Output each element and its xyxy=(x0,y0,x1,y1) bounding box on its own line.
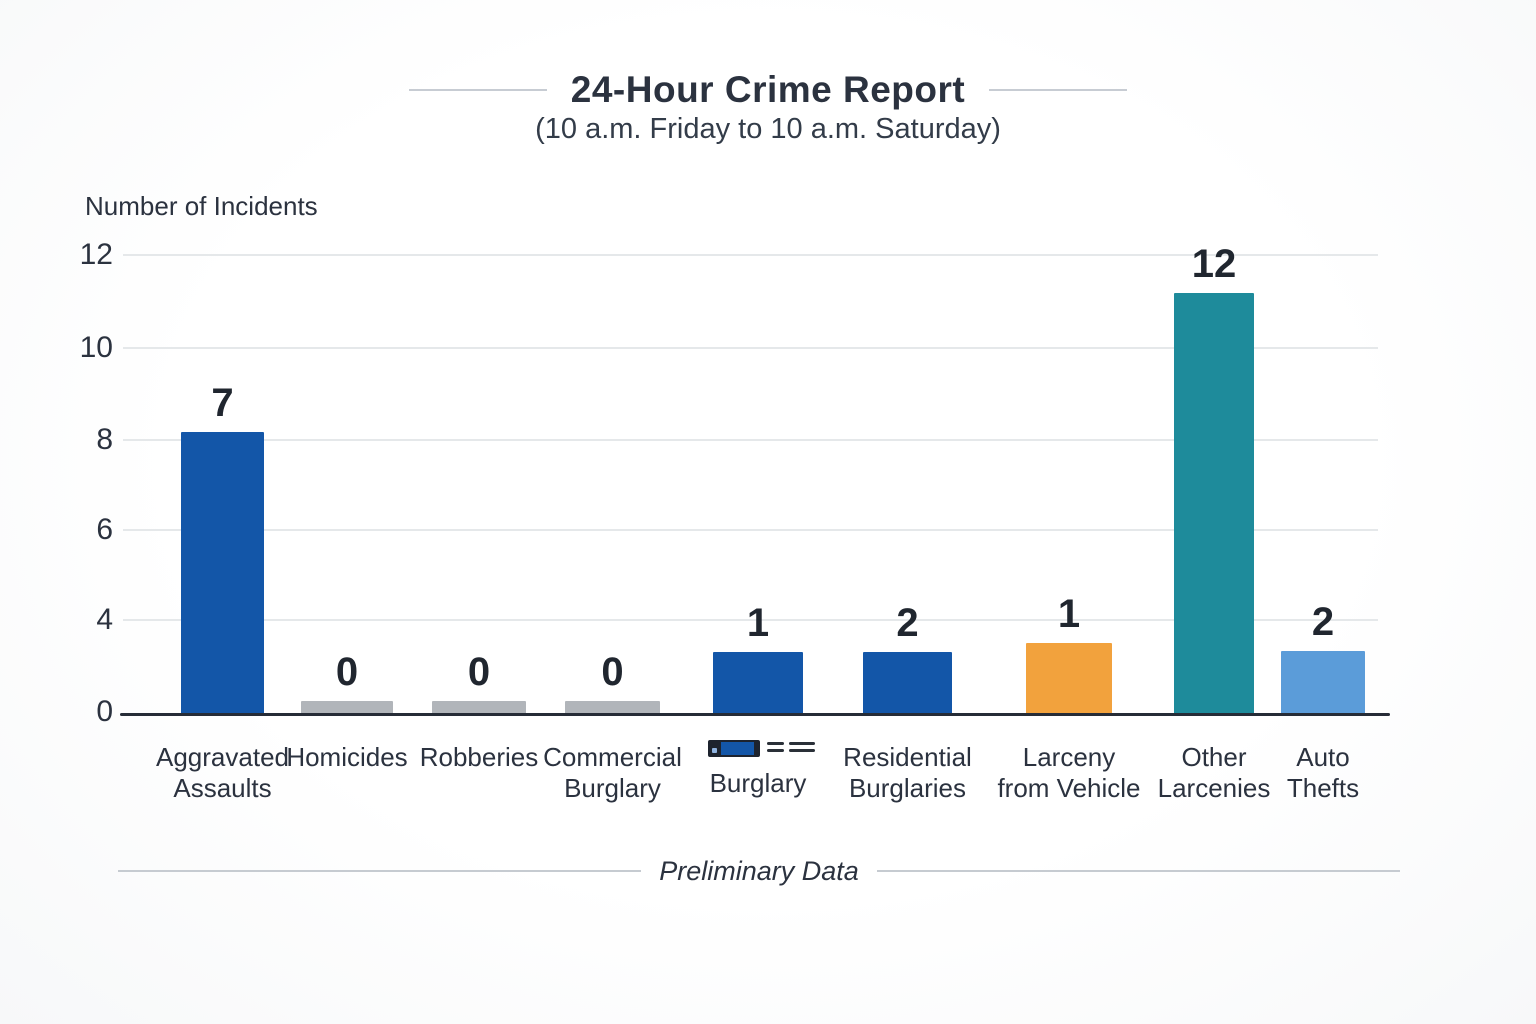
bar-value-aggravated-assaults: 7 xyxy=(211,381,234,425)
bar-value-robberies: 0 xyxy=(467,650,491,694)
x-label-homicides: Homicides xyxy=(286,742,408,772)
bar-commercial-burglary xyxy=(565,701,660,714)
chart-subtitle: (10 a.m. Friday to 10 a.m. Saturday) xyxy=(535,113,1001,145)
bar-value-auto-thefts: 2 xyxy=(1311,600,1335,644)
x-label-commercial-burglary: Commercial Burglary xyxy=(543,742,682,803)
artifact-chip-icon xyxy=(708,740,760,757)
bar-value-residential-burglaries: 2 xyxy=(896,601,919,645)
bar-value-burglary: 1 xyxy=(746,601,770,645)
x-label-other-larcenies: Other Larcenies xyxy=(1157,742,1271,803)
bar-aggravated-assaults xyxy=(181,432,264,714)
y-tick-6: 6 xyxy=(96,513,113,546)
gridline-y-6 xyxy=(123,529,1378,531)
x-label-larceny-from-vehicle: Larceny from Vehicle xyxy=(997,742,1141,803)
title-decoration-line-right xyxy=(989,89,1128,91)
y-axis-label: Number of Incidents xyxy=(85,191,318,221)
artifact-dashes-icon xyxy=(767,740,815,752)
x-label-auto-thefts: Auto Thefts xyxy=(1286,742,1360,803)
y-tick-12: 12 xyxy=(79,238,113,271)
bar-value-other-larcenies: 12 xyxy=(1191,242,1237,286)
footer-decoration-line-left xyxy=(118,870,642,872)
title-decoration-line-left xyxy=(408,89,547,91)
bar-residential-burglaries xyxy=(863,652,952,714)
title-row: 24-Hour Crime Report xyxy=(0,68,1536,112)
bar-larceny-from-vehicle xyxy=(1026,643,1112,714)
x-axis-line xyxy=(120,713,1390,716)
bar-robberies xyxy=(432,701,526,714)
footer-note: Preliminary Data xyxy=(659,855,859,886)
bar-value-commercial-burglary: 0 xyxy=(601,650,624,694)
gridline-y-10 xyxy=(123,347,1378,349)
gridline-y-8 xyxy=(123,439,1378,441)
bar-artifact-icon xyxy=(708,740,815,757)
x-label-burglary: Burglary xyxy=(709,768,807,798)
bar-value-larceny-from-vehicle: 1 xyxy=(1057,592,1081,636)
x-label-robberies: Robberies xyxy=(419,742,539,772)
chart-title: 24-Hour Crime Report xyxy=(570,69,966,110)
gridline-y-4 xyxy=(123,619,1378,621)
bar-auto-thefts xyxy=(1281,651,1365,714)
y-tick-4: 4 xyxy=(96,603,113,636)
y-tick-10: 10 xyxy=(79,331,113,364)
bar-value-homicides: 0 xyxy=(335,650,359,694)
x-label-aggravated-assaults: Aggravated Assaults xyxy=(156,742,289,803)
gridline-y-12 xyxy=(123,254,1378,256)
bar-burglary xyxy=(713,652,803,714)
bar-homicides xyxy=(301,701,393,714)
footer-row: Preliminary Data xyxy=(118,854,1400,888)
footer-decoration-line-right xyxy=(876,870,1400,872)
y-tick-8: 8 xyxy=(96,423,113,456)
y-tick-0: 0 xyxy=(96,695,113,728)
x-label-residential-burglaries: Residential Burglaries xyxy=(843,742,972,803)
bar-other-larcenies xyxy=(1174,293,1254,714)
